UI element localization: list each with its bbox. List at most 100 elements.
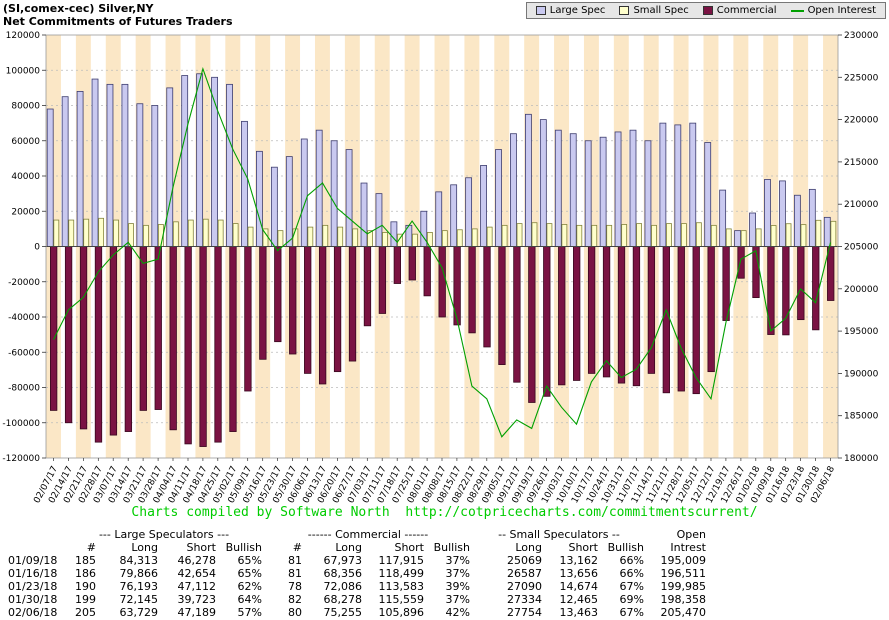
commercial-bar [364, 247, 371, 326]
table-cell: 66% [600, 554, 646, 567]
commercial-bar [50, 247, 57, 411]
commercial-bar [648, 247, 655, 374]
column-header [6, 541, 64, 554]
table-cell: 47,189 [160, 606, 218, 619]
column-header: Long [98, 541, 160, 554]
column-header: Short [160, 541, 218, 554]
commercial-bar [798, 247, 805, 320]
small-spec-bar [637, 224, 642, 247]
large-spec-bar [451, 185, 457, 247]
large-spec-bar [316, 130, 322, 246]
small-spec-bar [696, 223, 701, 247]
small-spec-bar [353, 229, 358, 247]
small-spec-bar [786, 224, 791, 247]
table-cell: 199,985 [646, 580, 708, 593]
small-spec-bar [756, 229, 761, 247]
large-spec-bar [361, 183, 367, 246]
table-cell: 13,162 [544, 554, 600, 567]
left-axis-tick-label: -120000 [2, 454, 40, 464]
commercial-bar [65, 247, 72, 423]
table-cell: 39,723 [160, 593, 218, 606]
column-header: Short [364, 541, 426, 554]
right-axis-tick-label: 215000 [844, 158, 879, 168]
small-spec-bar [69, 220, 74, 246]
table-cell: 62% [218, 580, 264, 593]
legend-item-large-spec: Large Spec [536, 5, 606, 16]
cot-table-body: --- Large Speculators --------- Commerci… [6, 528, 708, 619]
table-cell: 72,086 [304, 580, 364, 593]
commercial-bar [319, 247, 326, 384]
commercial-bar [693, 247, 700, 394]
large-spec-bar [241, 121, 247, 246]
column-header: Long [472, 541, 544, 554]
table-cell: 66% [600, 567, 646, 580]
small-spec-bar [218, 220, 223, 246]
commercial-bar [170, 247, 177, 430]
large-spec-bar [764, 179, 770, 246]
small-spec-bar [487, 227, 492, 246]
large-spec-bar [615, 132, 621, 247]
table-cell: 78 [264, 580, 304, 593]
row-date: 02/06/18 [6, 606, 64, 619]
commercial-bar [215, 247, 222, 443]
legend-label: Large Spec [550, 5, 606, 16]
large-spec-bar [182, 76, 188, 247]
table-cell: 196,511 [646, 567, 708, 580]
table-cell: 26587 [472, 567, 544, 580]
left-axis-tick-label: -80000 [8, 384, 40, 394]
table-cell: 67,973 [304, 554, 364, 567]
small-spec-bar [412, 234, 417, 246]
table-cell: 64% [218, 593, 264, 606]
table-cell: 12,465 [544, 593, 600, 606]
small-spec-bar [726, 229, 731, 247]
left-axis-tick-label: -40000 [8, 313, 40, 323]
small-spec-bar [308, 227, 313, 246]
right-axis-tick-label: 200000 [844, 285, 879, 295]
commercial-bar [618, 247, 625, 384]
commercial-bar [738, 247, 745, 279]
commercial-bar [185, 247, 192, 444]
large-spec-bar [630, 130, 636, 246]
small-spec-bar [801, 225, 806, 247]
table-cell: 84,313 [98, 554, 160, 567]
column-header: Short [544, 541, 600, 554]
table-cell: 80 [264, 606, 304, 619]
large-spec-bar [645, 141, 651, 247]
large-spec-bar [466, 178, 472, 247]
table-cell: 79,866 [98, 567, 160, 580]
left-axis-tick-label: -60000 [8, 348, 40, 358]
commercial-bar [125, 247, 131, 432]
commercial-bar [603, 247, 610, 377]
table-cell: 65% [218, 567, 264, 580]
large-spec-bar [481, 165, 487, 246]
table-cell: 14,674 [544, 580, 600, 593]
large-spec-bar [779, 181, 785, 247]
column-header: # [264, 541, 304, 554]
commercial-bar [499, 247, 506, 365]
large-spec-bar [570, 134, 576, 247]
right-axis-tick-label: 225000 [844, 73, 879, 83]
large-spec-bar [794, 195, 800, 246]
table-cell: 81 [264, 567, 304, 580]
large-spec-bar [346, 150, 352, 247]
small-spec-bar [562, 224, 567, 246]
commercial-bar [409, 247, 416, 280]
small-spec-bar [652, 225, 657, 246]
column-header: # [64, 541, 98, 554]
commercial-bar [573, 247, 580, 381]
commercial-bar [469, 247, 476, 333]
commercial-bar [304, 247, 311, 374]
small-spec-bar [143, 225, 148, 246]
commercial-bar [588, 247, 595, 374]
small-spec-bar [771, 226, 776, 247]
table-row: 01/09/1818584,31346,27865%8167,973117,91… [6, 554, 708, 567]
table-cell: 65% [218, 554, 264, 567]
commercial-bar [260, 247, 267, 360]
left-axis-tick-label: 0 [34, 243, 40, 253]
legend: Large SpecSmall SpecCommercialOpen Inter… [526, 2, 886, 19]
small-spec-bar [248, 227, 253, 246]
table-row: 01/30/1819972,14539,72364%8268,278115,55… [6, 593, 708, 606]
small-spec-bar [338, 227, 343, 246]
large-spec-bar [331, 141, 337, 247]
large-spec-bar [197, 74, 203, 247]
